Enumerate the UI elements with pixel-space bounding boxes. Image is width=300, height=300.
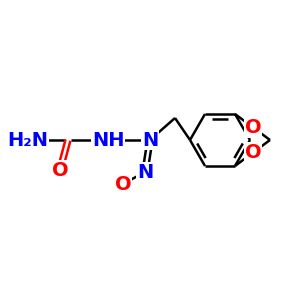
Text: N: N bbox=[137, 163, 153, 182]
Text: O: O bbox=[52, 160, 68, 179]
Text: N: N bbox=[142, 130, 158, 149]
Text: NH: NH bbox=[92, 130, 124, 149]
Text: O: O bbox=[115, 175, 131, 194]
Text: H₂N: H₂N bbox=[8, 130, 49, 149]
Text: O: O bbox=[245, 143, 262, 162]
Text: O: O bbox=[245, 118, 262, 137]
